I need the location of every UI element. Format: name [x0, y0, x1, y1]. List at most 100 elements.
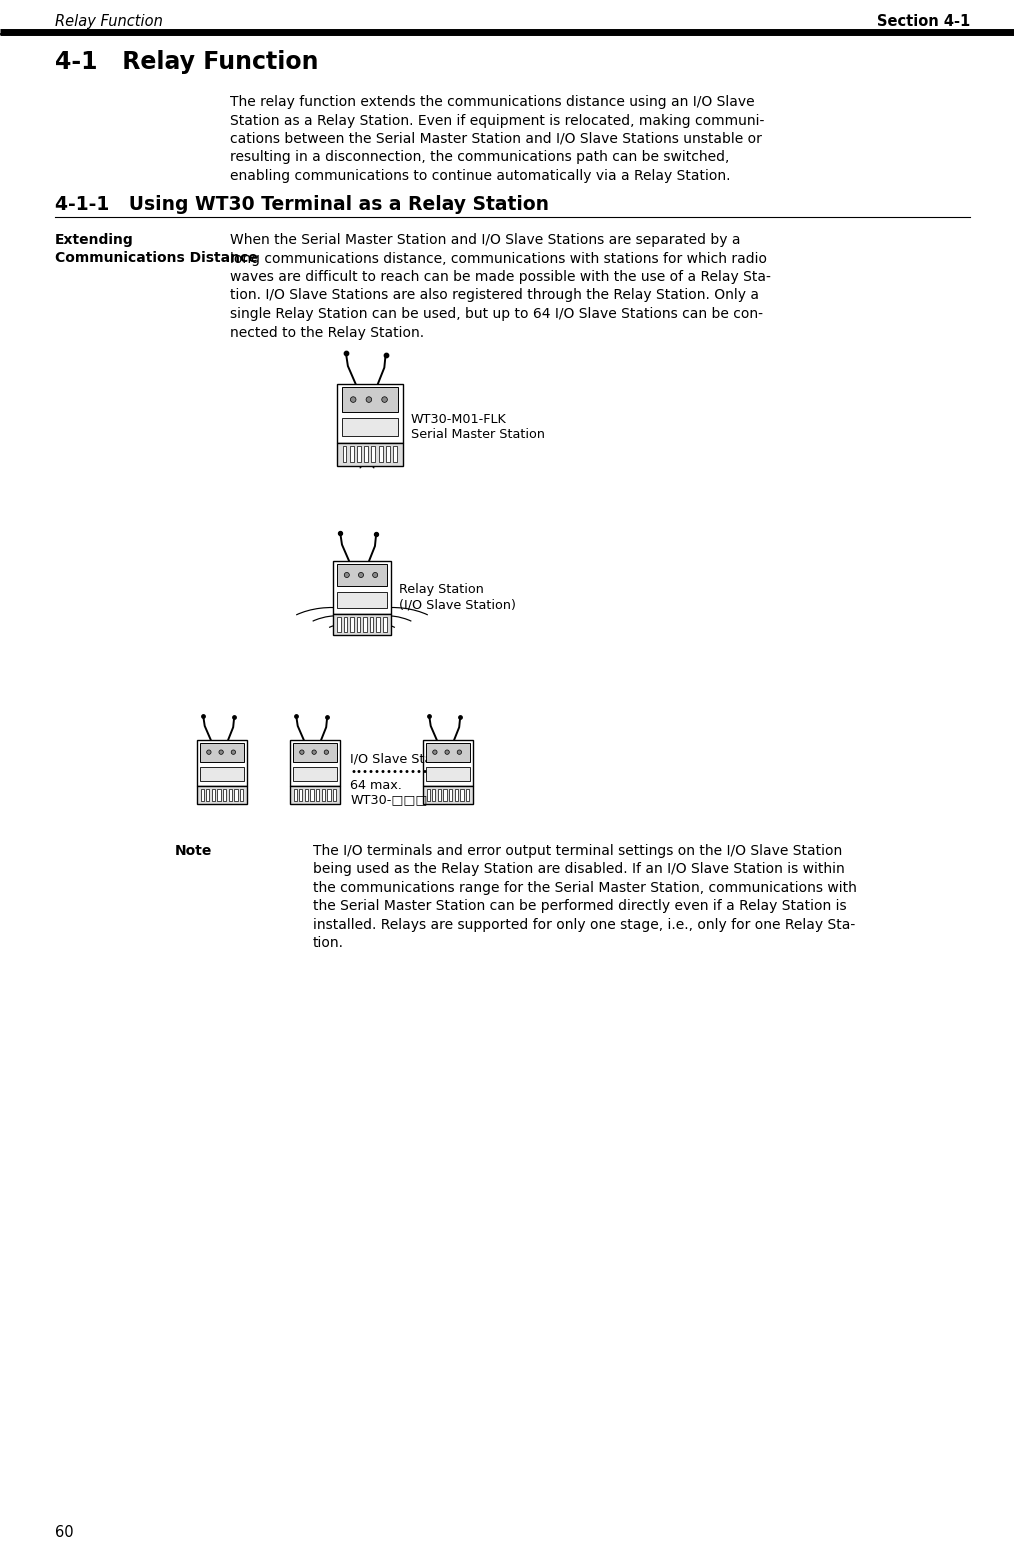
Text: Section 4-1: Section 4-1: [877, 14, 970, 29]
Circle shape: [445, 750, 449, 755]
Bar: [197, 785, 247, 804]
Circle shape: [345, 572, 350, 577]
Text: resulting in a disconnection, the communications path can be switched,: resulting in a disconnection, the commun…: [230, 151, 729, 165]
Bar: [293, 788, 297, 801]
Bar: [363, 617, 367, 633]
Bar: [427, 788, 430, 801]
Circle shape: [231, 750, 235, 755]
Bar: [370, 617, 373, 633]
Bar: [293, 742, 337, 762]
Circle shape: [372, 572, 377, 577]
Text: •••••••••••••: •••••••••••••: [351, 767, 429, 776]
Text: enabling communications to continue automatically via a Relay Station.: enabling communications to continue auto…: [230, 170, 730, 184]
Bar: [449, 788, 452, 801]
Text: the communications range for the Serial Master Station, communications with: the communications range for the Serial …: [313, 881, 857, 895]
Text: single Relay Station can be used, but up to 64 I/O Slave Stations can be con-: single Relay Station can be used, but up…: [230, 307, 763, 321]
Bar: [438, 788, 441, 801]
Bar: [426, 742, 469, 762]
Bar: [333, 562, 391, 614]
Bar: [197, 741, 247, 785]
Circle shape: [207, 750, 211, 755]
Text: When the Serial Master Station and I/O Slave Stations are separated by a: When the Serial Master Station and I/O S…: [230, 233, 740, 247]
Bar: [423, 741, 474, 785]
Bar: [364, 446, 368, 463]
Bar: [357, 446, 361, 463]
Circle shape: [381, 397, 387, 403]
Bar: [426, 767, 469, 781]
Bar: [310, 788, 313, 801]
Bar: [338, 443, 403, 466]
Bar: [333, 614, 391, 636]
Bar: [328, 788, 331, 801]
Text: Extending: Extending: [55, 233, 134, 247]
Bar: [383, 617, 386, 633]
Text: Relay Function: Relay Function: [55, 14, 163, 29]
Bar: [293, 767, 337, 781]
Bar: [376, 617, 380, 633]
Text: tion. I/O Slave Stations are also registered through the Relay Station. Only a: tion. I/O Slave Stations are also regist…: [230, 289, 759, 302]
Bar: [337, 593, 387, 608]
Text: waves are difficult to reach can be made possible with the use of a Relay Sta-: waves are difficult to reach can be made…: [230, 270, 771, 284]
Text: being used as the Relay Station are disabled. If an I/O Slave Station is within: being used as the Relay Station are disa…: [313, 863, 845, 876]
Bar: [316, 788, 319, 801]
Text: WT30-□□□: WT30-□□□: [351, 793, 428, 805]
Circle shape: [219, 750, 223, 755]
Bar: [200, 742, 243, 762]
Bar: [466, 788, 469, 801]
Bar: [290, 741, 341, 785]
Bar: [337, 617, 341, 633]
Bar: [337, 563, 387, 586]
Text: Relay Station: Relay Station: [400, 583, 485, 596]
Text: 4-1   Relay Function: 4-1 Relay Function: [55, 49, 318, 74]
Bar: [443, 788, 446, 801]
Bar: [229, 788, 232, 801]
Text: I/O Slave Stations: I/O Slave Stations: [351, 753, 464, 765]
Bar: [200, 767, 243, 781]
Text: 60: 60: [55, 1524, 74, 1540]
Text: WT30-M01-FLK: WT30-M01-FLK: [411, 412, 506, 426]
Bar: [299, 788, 302, 801]
Bar: [240, 788, 243, 801]
Circle shape: [359, 572, 364, 577]
Bar: [460, 788, 463, 801]
Text: The I/O terminals and error output terminal settings on the I/O Slave Station: The I/O terminals and error output termi…: [313, 844, 843, 858]
Bar: [206, 788, 209, 801]
Bar: [342, 418, 397, 437]
Text: Communications Distance: Communications Distance: [55, 252, 258, 265]
Bar: [343, 446, 347, 463]
Bar: [217, 788, 221, 801]
Circle shape: [324, 750, 329, 755]
Text: nected to the Relay Station.: nected to the Relay Station.: [230, 326, 424, 339]
Bar: [454, 788, 458, 801]
Circle shape: [312, 750, 316, 755]
Text: 4-1-1   Using WT30 Terminal as a Relay Station: 4-1-1 Using WT30 Terminal as a Relay Sta…: [55, 194, 549, 214]
Text: Note: Note: [175, 844, 212, 858]
Bar: [212, 788, 215, 801]
Circle shape: [433, 750, 437, 755]
Bar: [290, 785, 341, 804]
Text: cations between the Serial Master Station and I/O Slave Stations unstable or: cations between the Serial Master Statio…: [230, 133, 762, 147]
Bar: [342, 387, 397, 412]
Bar: [305, 788, 308, 801]
Text: tion.: tion.: [313, 937, 344, 950]
Text: installed. Relays are supported for only one stage, i.e., only for one Relay Sta: installed. Relays are supported for only…: [313, 918, 855, 932]
Bar: [234, 788, 237, 801]
Text: long communications distance, communications with stations for which radio: long communications distance, communicat…: [230, 252, 767, 265]
Circle shape: [351, 397, 356, 403]
Circle shape: [457, 750, 461, 755]
Text: 64 max.: 64 max.: [351, 779, 403, 792]
Text: (I/O Slave Station): (I/O Slave Station): [400, 599, 516, 611]
Circle shape: [366, 397, 372, 403]
Bar: [393, 446, 397, 463]
Bar: [333, 788, 337, 801]
Bar: [338, 384, 403, 443]
Text: the Serial Master Station can be performed directly even if a Relay Station is: the Serial Master Station can be perform…: [313, 900, 847, 913]
Bar: [423, 785, 474, 804]
Bar: [321, 788, 324, 801]
Bar: [350, 617, 354, 633]
Bar: [223, 788, 226, 801]
Bar: [432, 788, 435, 801]
Bar: [378, 446, 382, 463]
Text: The relay function extends the communications distance using an I/O Slave: The relay function extends the communica…: [230, 96, 754, 110]
Bar: [350, 446, 354, 463]
